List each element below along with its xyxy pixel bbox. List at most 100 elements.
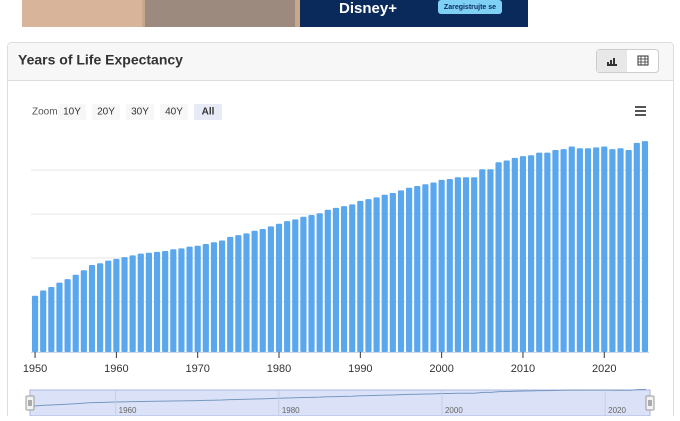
navigator-series — [34, 388, 646, 407]
bar — [316, 213, 323, 352]
zoom-button-label[interactable]: 30Y — [131, 107, 149, 118]
zoom-button-label[interactable]: 40Y — [165, 107, 183, 118]
bar — [560, 149, 567, 352]
bar — [162, 250, 169, 352]
x-tick-label: 1970 — [185, 363, 209, 375]
bar — [568, 146, 575, 352]
bar — [584, 148, 592, 352]
zoom-button[interactable] — [92, 104, 120, 120]
bar — [446, 178, 453, 352]
zoom-button[interactable] — [160, 104, 188, 120]
navigator-handle[interactable] — [645, 395, 655, 411]
bar — [519, 156, 527, 352]
bar — [72, 274, 79, 352]
x-tick-label: 1960 — [104, 363, 128, 375]
bar — [487, 169, 494, 352]
bar — [454, 177, 461, 352]
bar — [365, 199, 372, 352]
bar — [284, 221, 291, 352]
ad-image — [22, 0, 142, 27]
bar — [186, 246, 193, 352]
bar — [544, 152, 551, 352]
ad-button[interactable] — [438, 0, 502, 14]
bar — [227, 236, 234, 352]
zoom-button[interactable] — [194, 104, 222, 120]
bar — [617, 148, 624, 352]
bar — [40, 290, 47, 352]
bar — [267, 226, 274, 352]
bar — [503, 160, 510, 352]
zoom-button-label[interactable]: All — [202, 107, 215, 118]
bar — [495, 162, 502, 352]
bar — [275, 223, 283, 352]
bar — [357, 200, 364, 352]
bar — [48, 286, 55, 352]
zoom-button[interactable] — [58, 104, 86, 120]
bar — [528, 155, 535, 352]
bar — [251, 230, 258, 352]
zoom-button-label[interactable]: 10Y — [63, 107, 81, 118]
bar — [178, 248, 185, 352]
bar — [397, 190, 405, 352]
x-tick-label: 2010 — [511, 363, 535, 375]
handle-grip — [28, 400, 32, 406]
bar — [332, 207, 340, 352]
bar — [259, 229, 266, 352]
bar — [609, 149, 616, 352]
bar — [235, 235, 242, 352]
bar — [31, 295, 39, 352]
handle-grip — [648, 400, 652, 406]
bar — [243, 233, 250, 352]
card-header — [8, 43, 673, 80]
bar — [219, 240, 226, 352]
bar — [194, 245, 201, 352]
bar — [438, 179, 445, 352]
export-menu[interactable] — [635, 106, 646, 116]
card-title: Years of Life Expectancy — [18, 52, 183, 68]
bar — [153, 251, 161, 352]
navigator-handle[interactable] — [25, 395, 35, 411]
bar — [625, 149, 632, 352]
zoom-label: Zoom — [32, 107, 58, 118]
table-view-button[interactable] — [637, 55, 649, 66]
bar — [633, 142, 640, 352]
navigator-tick-label: 1980 — [282, 406, 300, 415]
bar — [97, 263, 104, 352]
x-tick-label: 1950 — [23, 363, 47, 375]
bar — [300, 216, 307, 352]
bar — [389, 193, 396, 352]
x-tick-label: 1980 — [267, 363, 291, 375]
bar — [121, 257, 128, 352]
bar — [430, 182, 437, 352]
plot: 1950 1960 1970 1980 1990 2000 2010 2020 — [23, 141, 649, 375]
bar — [641, 141, 649, 352]
navigator: 1960 1980 2000 2020 — [25, 388, 655, 417]
bar — [88, 265, 96, 352]
bar — [137, 253, 144, 352]
view-toggle[interactable] — [596, 49, 659, 73]
zoom-button-label[interactable]: 20Y — [97, 107, 115, 118]
bar — [308, 214, 315, 352]
bar — [414, 185, 421, 352]
bar — [462, 177, 470, 352]
ad-banner[interactable]: Disney+ Zaregistrujte se — [22, 0, 528, 27]
bar — [552, 149, 559, 352]
bar — [406, 187, 413, 352]
bar — [113, 258, 120, 352]
bar — [373, 197, 380, 352]
navigator-tick-label: 2000 — [445, 406, 463, 415]
ad-button-label[interactable]: Zaregistrujte se — [444, 4, 496, 11]
bar — [593, 147, 600, 352]
bar — [536, 152, 543, 352]
x-tick-label: 2000 — [429, 363, 453, 375]
table-icon — [638, 56, 648, 65]
bar — [511, 157, 518, 352]
bar — [64, 279, 71, 352]
navigator-tick-label: 2020 — [608, 406, 626, 415]
zoom-button[interactable] — [126, 104, 154, 120]
ad-image — [145, 0, 295, 27]
bar — [129, 255, 136, 352]
zoom-buttons: 10Y 20Y 30Y 40Y All — [58, 104, 222, 120]
